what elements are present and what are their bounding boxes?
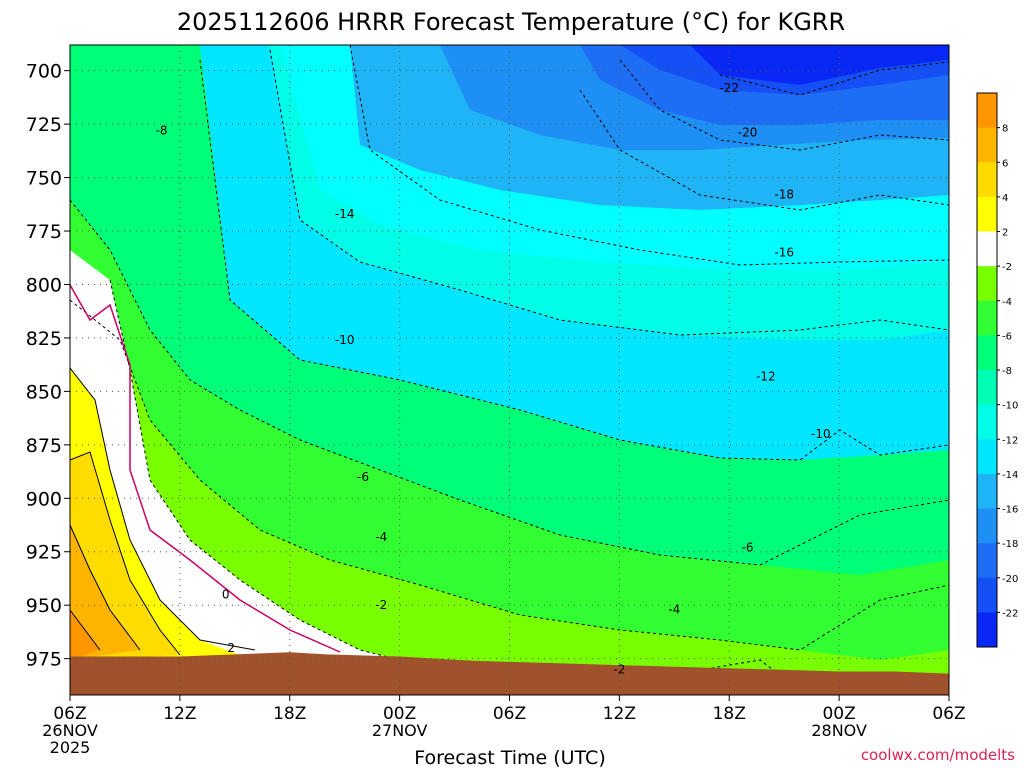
colorbar: 8 6 4 2 -2 -4 -6 -8 -10 -12 -14 -16 -18 -20 -22 — [976, 92, 1018, 648]
colorbar-swatch — [977, 300, 997, 336]
x-tick-label: 00Z — [383, 704, 416, 724]
contour-label: -10 — [811, 427, 831, 441]
contour-label: -10 — [335, 333, 355, 347]
contour-label: -18 — [774, 188, 794, 202]
contour-label: -4 — [375, 530, 387, 544]
contour-labels: -22-20-18-16-14-12-10-10-8-6-6-4-4-2-202 — [156, 81, 831, 677]
contour-label: -4 — [668, 602, 680, 616]
colorbar-label: -10 — [1002, 401, 1018, 412]
x-tick-label: 18Z — [713, 704, 746, 724]
contour-label: 0 — [222, 588, 230, 602]
colorbar-swatch — [977, 577, 997, 613]
colorbar-swatch — [977, 196, 997, 233]
colorbar-label: -4 — [1002, 297, 1012, 308]
contour-line — [69, 199, 950, 566]
x-tick-label: 12Z — [603, 704, 636, 724]
colorbar-swatch — [977, 93, 997, 129]
colorbar-swatch — [977, 370, 997, 406]
contour-line — [69, 451, 181, 656]
contour-label: -12 — [756, 369, 776, 383]
ground-surface — [70, 652, 949, 695]
y-tick-label: 775 — [26, 221, 62, 243]
colorbar-label: 2 — [1002, 228, 1008, 239]
y-tick-label: 900 — [26, 488, 62, 510]
y-tick-label: 750 — [26, 168, 62, 190]
colorbar-swatch — [977, 543, 997, 579]
chart-title: 2025112606 HRRR Forecast Temperature (°C… — [177, 8, 845, 36]
y-tick-label: 875 — [26, 435, 62, 457]
colorbar-label: 8 — [1002, 124, 1008, 135]
y-tick-label: 975 — [26, 649, 62, 671]
colorbar-swatch — [977, 231, 997, 267]
contour-line — [69, 367, 256, 651]
colorbar-swatch — [977, 266, 997, 302]
x-tick-label: 06Z — [932, 704, 965, 724]
colorbar-swatch — [977, 439, 997, 475]
colorbar-swatch — [977, 612, 997, 648]
contour-line — [69, 299, 950, 651]
x-tick-sublabel: 27NOV — [372, 721, 428, 740]
contour-line — [349, 44, 950, 266]
colorbar-label: -18 — [1002, 539, 1018, 550]
plot-area: -22-20-18-16-14-12-10-10-8-6-6-4-4-2-202 — [69, 44, 950, 696]
x-axis-label: Forecast Time (UTC) — [414, 747, 605, 768]
contour-line — [69, 284, 341, 653]
x-tick-label: 06Z — [53, 704, 86, 724]
colorbar-label: -14 — [1002, 470, 1018, 481]
contour-label: -14 — [335, 207, 355, 221]
x-tick-label: 00Z — [822, 704, 855, 724]
contour-label: -2 — [613, 662, 625, 676]
colorbar-label: -20 — [1002, 574, 1018, 585]
band-plus6 — [70, 525, 140, 660]
y-tick-label: 725 — [26, 114, 62, 136]
x-tick-label: 12Z — [163, 704, 196, 724]
contour-label: -20 — [738, 126, 758, 140]
colorbar-label: -22 — [1002, 608, 1018, 619]
contour-label: -6 — [357, 470, 369, 484]
y-tick-label: 850 — [26, 381, 62, 403]
colorbar-label: -16 — [1002, 505, 1018, 516]
contour-lines — [69, 44, 950, 691]
colorbar-swatch — [977, 335, 997, 371]
x-tick-label: 18Z — [273, 704, 306, 724]
contour-label: -8 — [156, 124, 168, 138]
y-axis: 700 725 750 775 800 825 850 875 900 925 950 975 — [26, 61, 70, 671]
colorbar-label: -6 — [1002, 331, 1012, 342]
contour-label: -6 — [742, 540, 754, 554]
contour-label: -2 — [375, 598, 387, 612]
colorbar-swatch — [977, 473, 997, 510]
band-minus22 — [690, 45, 949, 85]
y-tick-label: 700 — [26, 61, 62, 83]
contour-line — [69, 609, 101, 651]
band-minus4 — [70, 300, 949, 695]
colorbar-label: -2 — [1002, 262, 1012, 273]
colorbar-swatch — [977, 404, 997, 440]
credit-label: coolwx.com/modelts — [861, 746, 1015, 764]
colorbar-label: -8 — [1002, 366, 1012, 377]
contour-label: -16 — [774, 245, 794, 259]
colorbar-swatch — [977, 162, 997, 198]
y-tick-label: 825 — [26, 328, 62, 350]
x-tick-sublabel: 2025 — [50, 738, 91, 757]
y-tick-label: 925 — [26, 542, 62, 564]
colorbar-label: 6 — [1002, 158, 1008, 169]
y-tick-label: 950 — [26, 595, 62, 617]
contour-label: -22 — [719, 81, 739, 95]
x-tick-sublabel: 28NOV — [811, 721, 867, 740]
colorbar-label: 4 — [1002, 193, 1008, 204]
y-tick-label: 800 — [26, 274, 62, 296]
contour-line — [579, 89, 950, 211]
x-tick-label: 06Z — [493, 704, 526, 724]
band-plus8 — [70, 610, 100, 660]
contour-label: 2 — [227, 641, 235, 655]
x-tick-sublabel: 26NOV — [42, 721, 98, 740]
colorbar-label: -12 — [1002, 435, 1018, 446]
colorbar-swatch — [977, 127, 997, 163]
contour-line — [69, 524, 141, 651]
colorbar-swatch — [977, 508, 997, 544]
